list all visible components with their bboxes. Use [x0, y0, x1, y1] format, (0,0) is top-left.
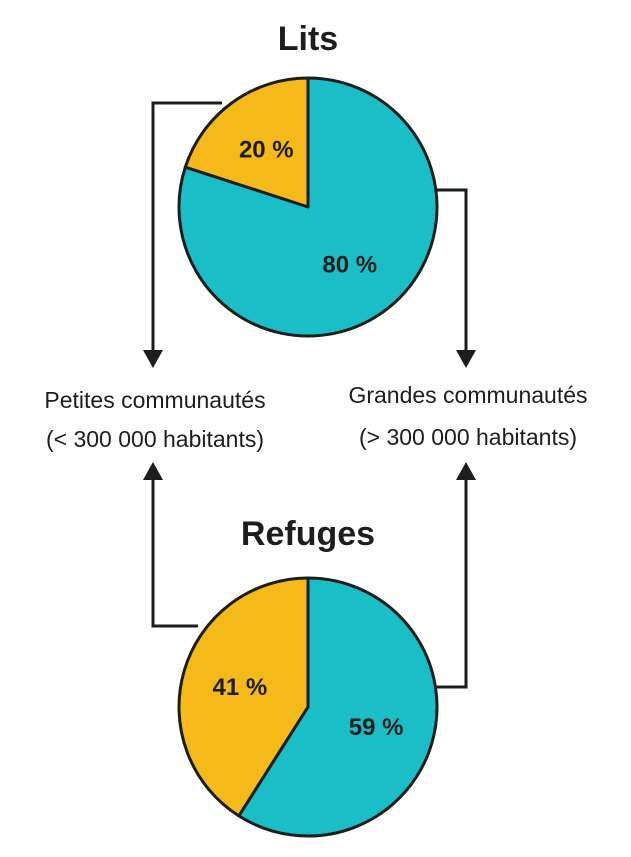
chart-title-refuges: Refuges: [241, 515, 375, 553]
group-label-large-line1: Grandes communautés: [348, 382, 587, 408]
connector-lits-large: [436, 188, 468, 352]
pie-slice-large: [177, 76, 439, 338]
group-label-small-line1: Petites communautés: [44, 387, 265, 413]
pie-lits: 20 % 80 %: [177, 76, 439, 338]
arrowhead-refuges-small: [143, 462, 163, 480]
arrowhead-lits-small: [143, 350, 163, 368]
group-label-small-line2: (< 300 000 habitants): [46, 426, 264, 452]
connector-refuges-small: [151, 478, 198, 628]
pie-slice-large: [237, 576, 439, 838]
pie-slice-small: [183, 76, 310, 209]
connector-lits-small: [151, 101, 222, 352]
data-label-large: 80 %: [322, 251, 377, 278]
data-label-large: 59 %: [349, 714, 404, 741]
chart-title-lits: Lits: [278, 20, 338, 58]
arrowhead-refuges-large: [456, 462, 476, 480]
data-label-small: 20 %: [239, 137, 294, 164]
connector-refuges-large: [437, 478, 468, 689]
pie-refuges: 41 % 59 %: [177, 576, 439, 838]
arrowhead-lits-large: [456, 350, 476, 368]
data-label-small: 41 %: [213, 674, 268, 701]
connectors: [143, 101, 476, 689]
group-label-large-line2: (> 300 000 habitants): [359, 424, 577, 450]
